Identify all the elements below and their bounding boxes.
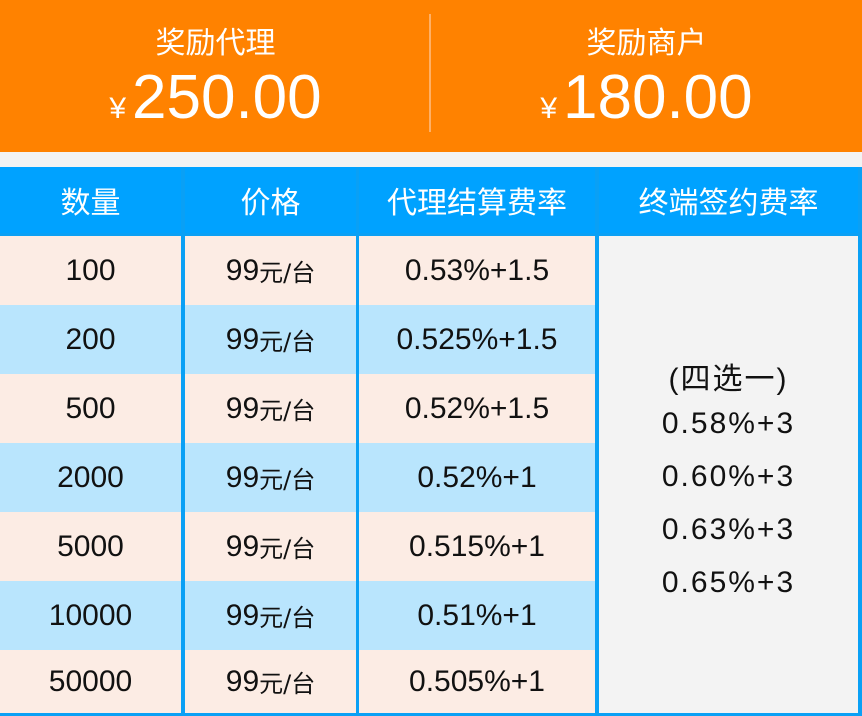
agent-rate-cell: 0.51%+1 [359, 581, 595, 650]
merchant-reward: 奖励商户 ¥180.00 [431, 0, 862, 152]
price-cell: 99 元/台 [185, 581, 356, 650]
agent-rate-cell: 0.52%+1 [359, 443, 595, 512]
header-cell: 终端签约费率 [599, 167, 858, 233]
price-cell: 99 元/台 [185, 374, 356, 443]
quantity-cell: 100 [0, 236, 181, 305]
agent-reward-label: 奖励代理 [155, 26, 276, 61]
price-cell: 99 元/台 [185, 512, 356, 581]
quantity-cell: 50000 [0, 650, 181, 713]
quantity-cell: 10000 [0, 581, 181, 650]
merchant-reward-label: 奖励商户 [586, 26, 707, 61]
price-unit: 元/台 [259, 397, 316, 425]
terminal-option: 0.63%+3 [661, 513, 796, 546]
terminal-note: (四选一) [668, 363, 789, 396]
agent-rate-cell: 0.525%+1.5 [359, 305, 595, 374]
divider [429, 14, 431, 132]
price-unit: 元/台 [259, 328, 316, 356]
price-value: 99 [225, 391, 260, 425]
price-unit: 元/台 [259, 466, 316, 494]
price-value: 99 [225, 664, 260, 698]
currency-symbol: ¥ [540, 92, 558, 125]
terminal-rate-cell: (四选一) 0.58%+3 0.60%+3 0.63%+3 0.65%+3 [599, 236, 858, 713]
agent-rate-cell: 0.515%+1 [359, 512, 595, 581]
currency-symbol: ¥ [109, 92, 127, 125]
terminal-option: 0.60%+3 [661, 460, 796, 493]
header-cell: 价格 [185, 167, 356, 233]
quantity-cell: 5000 [0, 512, 181, 581]
header-cell: 数量 [0, 167, 181, 233]
price-unit: 元/台 [259, 604, 316, 632]
agent-rate-cell: 0.52%+1.5 [359, 374, 595, 443]
quantity-cell: 500 [0, 374, 181, 443]
price-unit: 元/台 [259, 670, 316, 698]
merchant-reward-amount: 180.00 [563, 63, 753, 132]
agent-rate-cell: 0.505%+1 [359, 650, 595, 713]
terminal-option: 0.58%+3 [661, 407, 796, 440]
price-unit: 元/台 [259, 535, 316, 563]
price-value: 99 [225, 322, 260, 356]
price-cell: 99 元/台 [185, 650, 356, 713]
price-value: 99 [225, 460, 260, 494]
agent-rate-cell: 0.53%+1.5 [359, 236, 595, 305]
price-unit: 元/台 [259, 259, 316, 287]
price-value: 99 [225, 529, 260, 563]
header-cell: 代理结算费率 [359, 167, 595, 233]
terminal-option: 0.65%+3 [661, 566, 796, 599]
agent-reward-amount: 250.00 [132, 63, 322, 132]
quantity-cell: 2000 [0, 443, 181, 512]
quantity-cell: 200 [0, 305, 181, 374]
price-value: 99 [225, 598, 260, 632]
reward-banner: 奖励代理 ¥250.00 奖励商户 ¥180.00 [0, 0, 862, 152]
price-cell: 99 元/台 [185, 443, 356, 512]
rate-table: (四选一) 0.58%+3 0.60%+3 0.63%+3 0.65%+3 数量… [0, 167, 862, 716]
agent-reward: 奖励代理 ¥250.00 [0, 0, 431, 152]
price-cell: 99 元/台 [185, 305, 356, 374]
price-value: 99 [225, 253, 260, 287]
price-cell: 99 元/台 [185, 236, 356, 305]
